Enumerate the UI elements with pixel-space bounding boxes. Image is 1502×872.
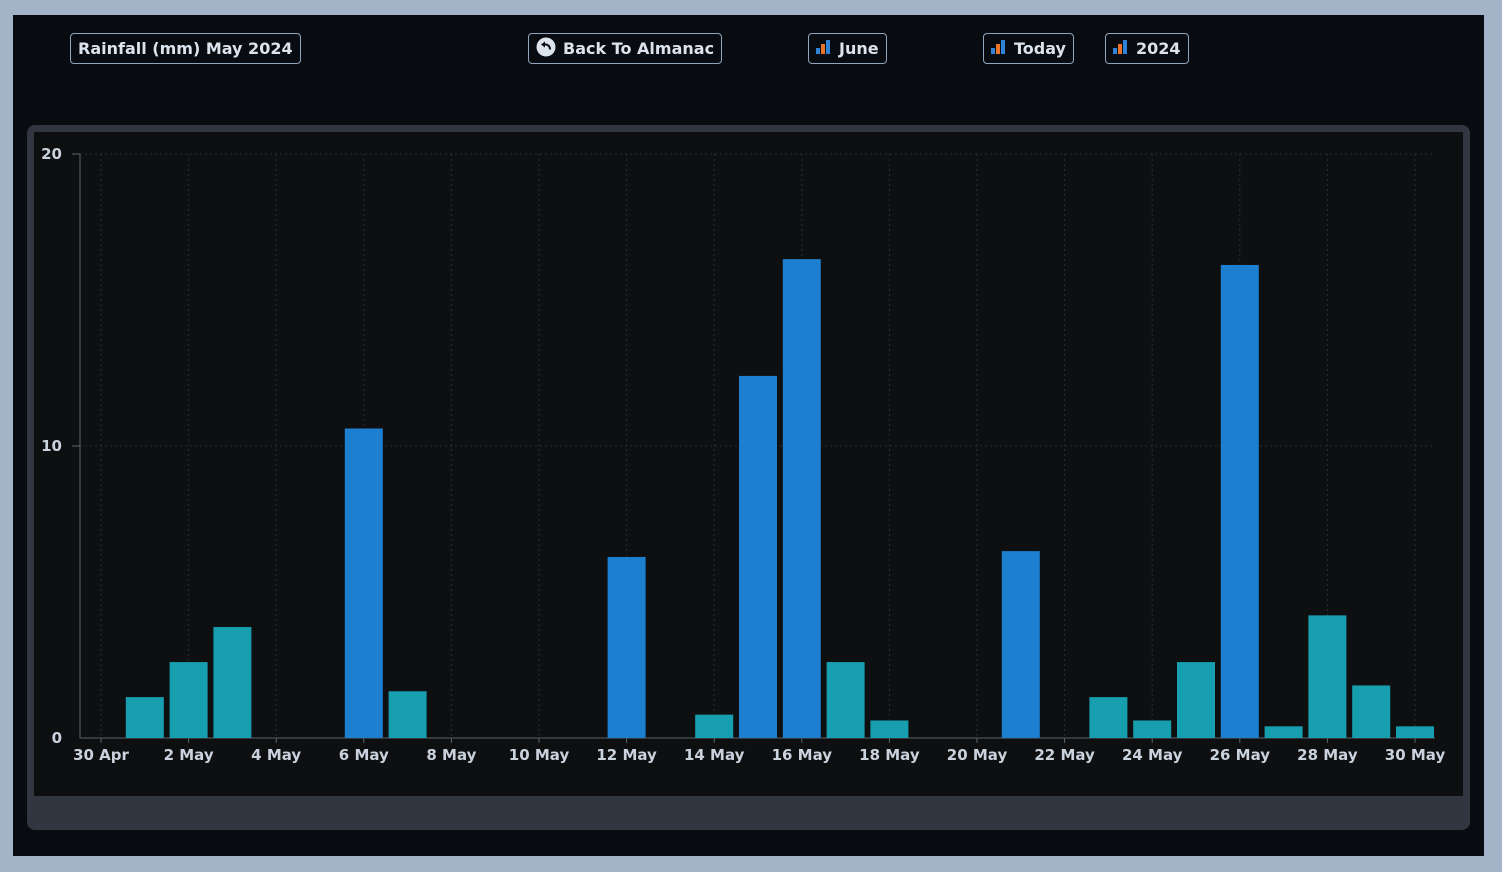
x-tick-label: 30 May — [1385, 746, 1446, 764]
rainfall-chart: 0 10 20 30 Apr 2 May 4 May 6 May 8 May 10 May 12 … — [34, 132, 1463, 796]
bar-17-may — [826, 662, 865, 738]
bar-28-may — [1308, 615, 1347, 738]
bar-1-may — [125, 697, 164, 738]
bar-16-may — [782, 259, 821, 738]
x-tick-label: 24 May — [1122, 746, 1183, 764]
bar-3-may — [213, 627, 252, 738]
today-button[interactable]: Today — [983, 33, 1074, 64]
x-tick-label: 2 May — [164, 746, 214, 764]
year-2024-label: 2024 — [1136, 39, 1181, 58]
x-tick-label: 10 May — [509, 746, 570, 764]
june-button[interactable]: June — [808, 33, 887, 64]
bar-21-may — [1001, 551, 1040, 738]
x-tick-label: 6 May — [339, 746, 389, 764]
back-to-almanac-button[interactable]: Back To Almanac — [528, 33, 723, 64]
back-to-almanac-label: Back To Almanac — [563, 39, 715, 58]
chart-title: Rainfall (mm) May 2024 — [78, 39, 293, 58]
x-tick-label: 26 May — [1210, 746, 1271, 764]
x-tick-label: 20 May — [947, 746, 1008, 764]
x-tick-label: 30 Apr — [73, 746, 129, 764]
bar-25-may — [1177, 662, 1215, 738]
bar-12-may — [607, 556, 646, 738]
y-tick-label: 20 — [41, 145, 62, 163]
bar-24-may — [1133, 720, 1172, 738]
bar-2-may — [169, 662, 208, 738]
y-tick-label: 0 — [52, 729, 62, 747]
bar-14-may — [695, 714, 734, 738]
x-tick-label: 18 May — [859, 746, 920, 764]
x-tick-label: 8 May — [426, 746, 476, 764]
x-tick-label: 22 May — [1034, 746, 1095, 764]
bar-18-may — [870, 720, 909, 738]
y-tick-label: 10 — [41, 437, 62, 455]
chart-title-box: Rainfall (mm) May 2024 — [70, 33, 301, 64]
x-tick-label: 4 May — [251, 746, 301, 764]
bar-15-may — [739, 375, 777, 738]
bar-30-may — [1396, 726, 1434, 738]
x-tick-label: 16 May — [772, 746, 833, 764]
bar-26-may — [1220, 264, 1259, 738]
bar-chart-icon — [816, 39, 832, 58]
x-tick-label: 14 May — [684, 746, 745, 764]
bar-23-may — [1089, 697, 1128, 738]
bar-27-may — [1264, 726, 1303, 738]
circle-arrow-back-icon — [536, 37, 556, 61]
june-label: June — [839, 39, 879, 58]
rainfall-bar-chart: 0 10 20 30 Apr 2 May 4 May 6 May 8 May 10 May 12 … — [41, 145, 1446, 764]
year-2024-button[interactable]: 2024 — [1105, 33, 1189, 64]
bar-chart-icon — [1113, 39, 1129, 58]
x-tick-label: 12 May — [596, 746, 657, 764]
bar-chart-icon — [991, 39, 1007, 58]
x-tick-label: 28 May — [1297, 746, 1358, 764]
bar-7-may — [388, 691, 427, 738]
bar-29-may — [1352, 685, 1391, 738]
chart-panel: 0 10 20 30 Apr 2 May 4 May 6 May 8 May 10 May 12 … — [27, 125, 1470, 830]
almanac-app: Rainfall (mm) May 2024 Back To Almanac J… — [13, 15, 1484, 856]
today-label: Today — [1014, 39, 1066, 58]
bar-6-may — [344, 428, 383, 738]
